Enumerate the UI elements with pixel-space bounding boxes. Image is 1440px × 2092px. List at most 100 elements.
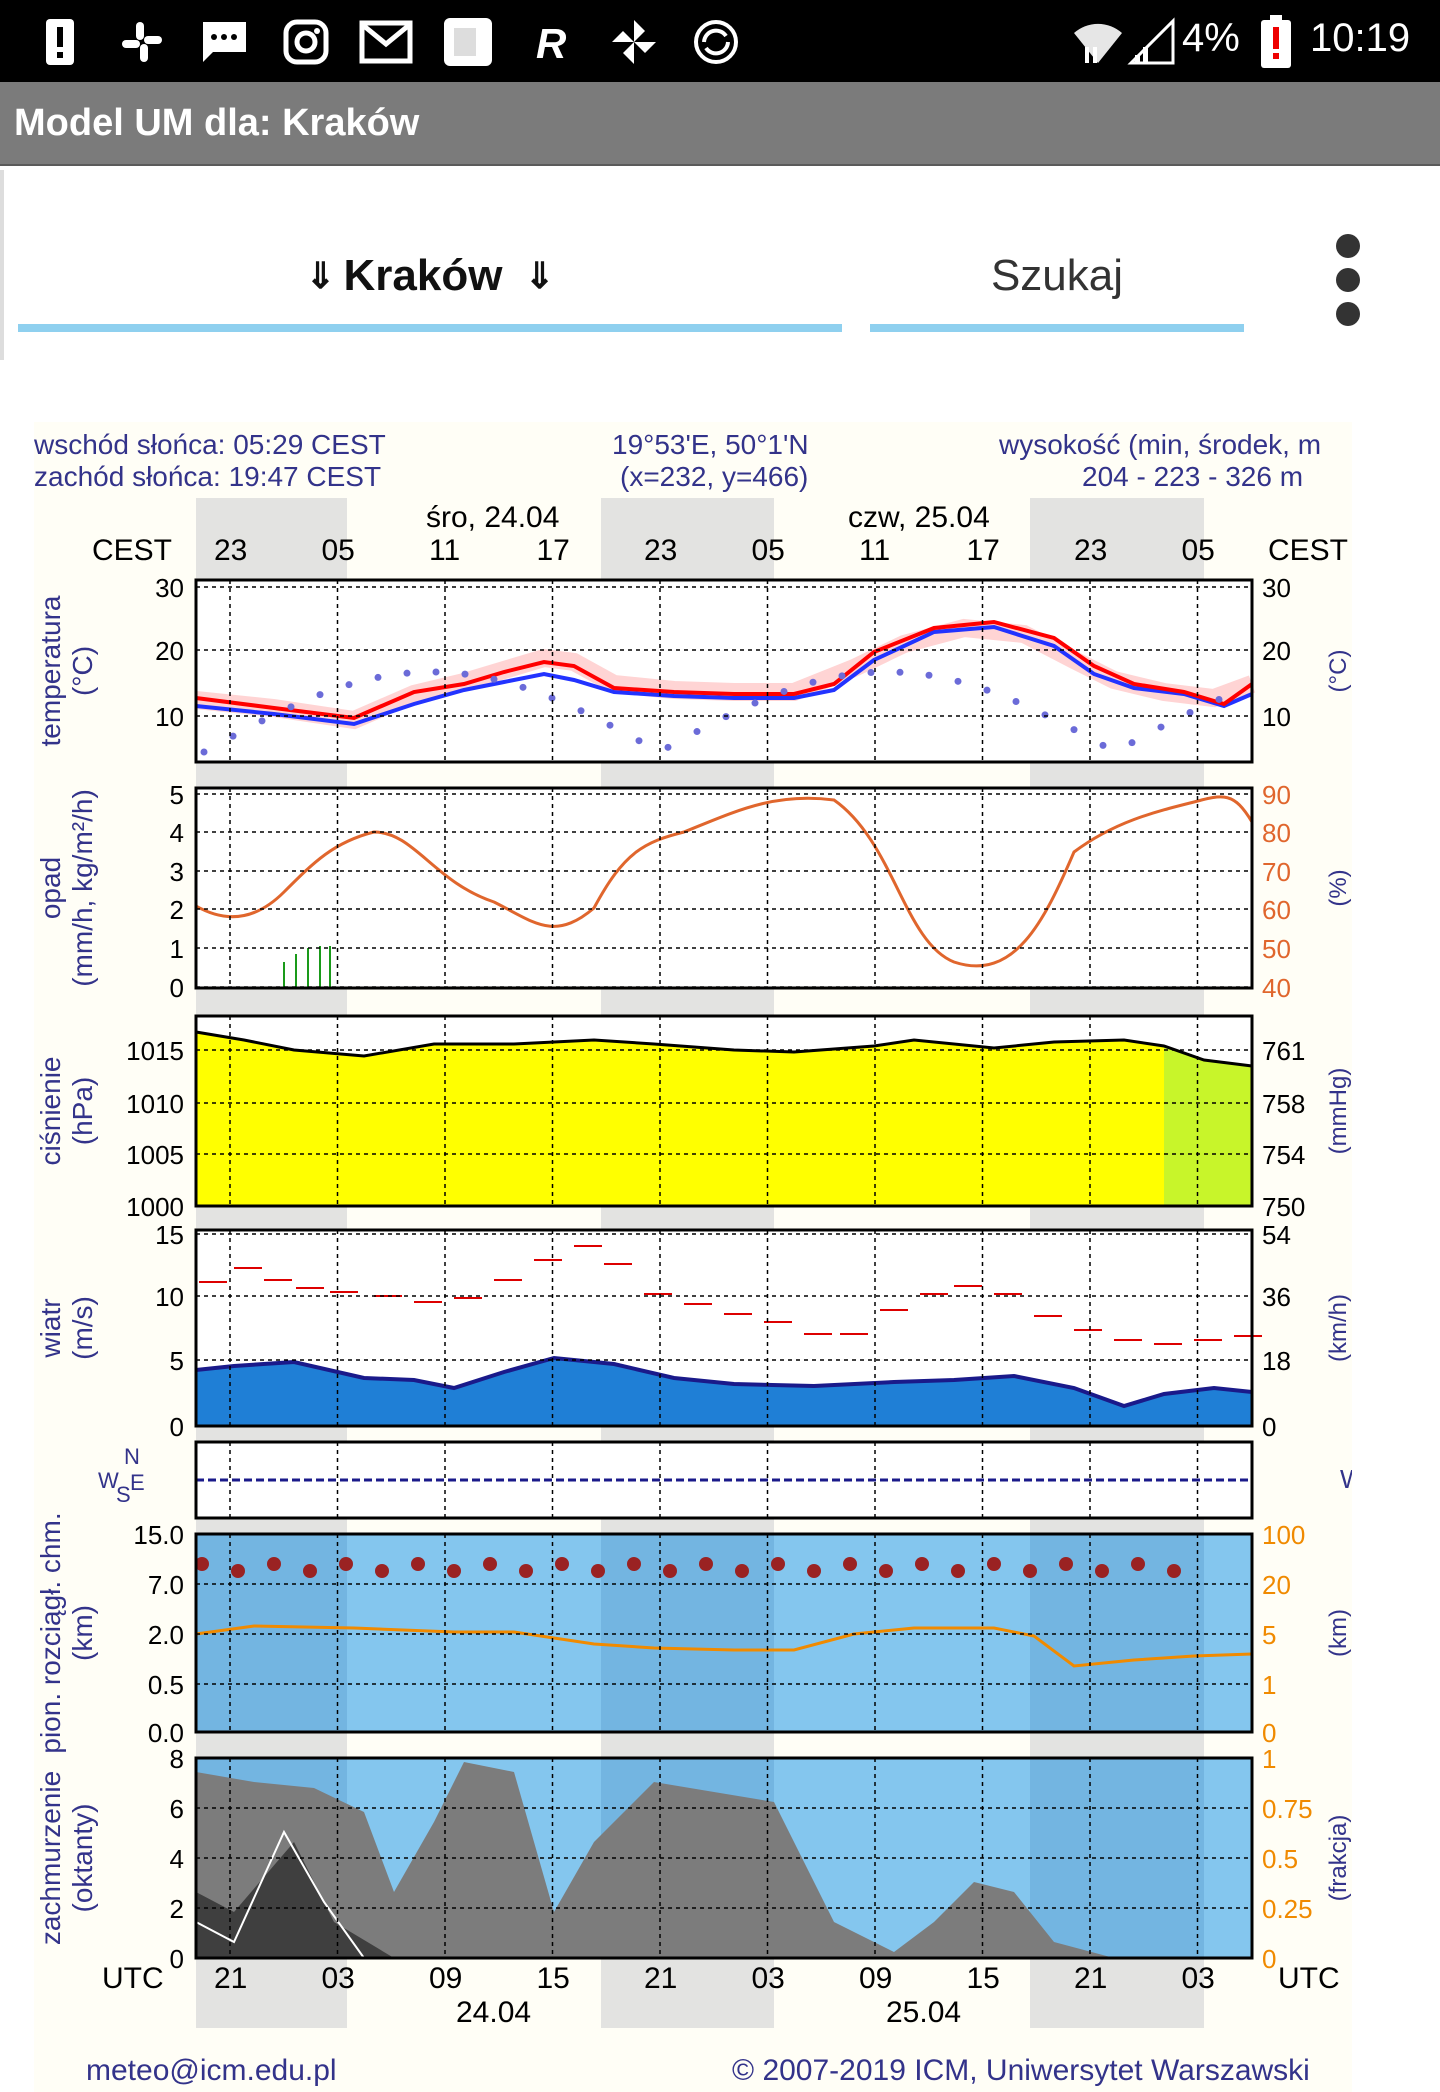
more-vert-icon[interactable] — [1330, 228, 1366, 328]
y-axis-label: opad — [35, 857, 66, 919]
arrow-down-icon: ⇓ — [305, 255, 336, 296]
dew-dot — [925, 671, 933, 679]
y-axis-label: zachmurzenie — [35, 1771, 66, 1945]
y-axis-unit: (km) — [67, 1605, 98, 1661]
dew-dot — [1099, 741, 1107, 749]
cloud-top-dot — [1095, 1564, 1109, 1578]
y-right-tick: 0 — [1262, 1412, 1276, 1442]
meteogram-image: wschód słońca: 05:29 CEST zachód słońca:… — [34, 422, 1352, 2092]
y-right-tick: 20 — [1262, 1570, 1291, 1600]
cest-hour-label: 17 — [967, 534, 1000, 567]
cloud-top-dot — [951, 1564, 965, 1578]
panel-cloud-height: 15.0 7.0 2.0 0.5 0.0 100 20 5 1 0 pion. rozciągł. … — [35, 1512, 1352, 1753]
dew-dot — [1041, 711, 1049, 719]
compass-s: S — [116, 1482, 131, 1507]
cloud-top-dot — [771, 1557, 785, 1571]
y-left-tick: 0.5 — [148, 1670, 184, 1700]
y-right-unit: (km/h) — [1325, 1294, 1352, 1362]
instagram-icon — [278, 14, 334, 70]
panel-precip: 5 4 3 2 1 0 90 80 70 60 50 40 opad (mm/h, kg/m²/h) (%) — [35, 780, 1352, 1003]
dew-dot — [461, 670, 469, 678]
cloud-top-dot — [1023, 1564, 1037, 1578]
tab-search-indicator — [870, 324, 1244, 332]
bottom-date1: 24.04 — [456, 1996, 531, 2029]
tab-search[interactable]: Szukaj — [870, 220, 1244, 332]
dew-dot — [1157, 723, 1165, 731]
y-right-unit: (mmHg) — [1325, 1068, 1352, 1155]
wifi-icon — [1070, 14, 1126, 70]
r-icon: R — [524, 14, 580, 70]
y-right-tick: 70 — [1262, 857, 1291, 887]
utc-hour-label: 03 — [1182, 1962, 1215, 1995]
y-axis-label: temperatura — [35, 595, 66, 746]
utc-hour-label: 15 — [967, 1962, 1000, 1995]
cloud-top-dot — [267, 1557, 281, 1571]
gmail-icon — [358, 14, 414, 70]
cloud-top-dot — [843, 1557, 857, 1571]
coords-text: 19°53'E, 50°1'N — [612, 429, 809, 460]
dew-dot — [316, 691, 324, 699]
y-axis-unit: (mm/h, kg/m²/h) — [67, 789, 98, 987]
dew-dot — [1128, 739, 1136, 747]
app-icon — [440, 14, 496, 70]
y-right-tick: 0.75 — [1262, 1794, 1313, 1824]
y-left-tick: 5 — [170, 780, 184, 810]
message-icon — [196, 14, 252, 70]
cloud-top-dot — [555, 1557, 569, 1571]
dew-dot — [548, 694, 556, 702]
panel-background — [196, 788, 1252, 988]
dew-dot — [200, 748, 208, 756]
dew-dot — [635, 737, 643, 745]
day1-label: śro, 24.04 — [426, 501, 559, 534]
y-left-tick: 10 — [155, 702, 184, 732]
temperature-line — [195, 619, 1254, 721]
cest-hour-label: 17 — [537, 534, 570, 567]
y-left-tick: 6 — [170, 1794, 184, 1824]
contact-link[interactable]: meteo@icm.edu.pl — [86, 2054, 337, 2087]
y-left-tick: 1 — [170, 934, 184, 964]
cloud-top-dot — [1167, 1564, 1181, 1578]
dew-dot — [577, 707, 585, 715]
y-left-tick: 0 — [170, 1412, 184, 1442]
y-right-tick: 40 — [1262, 973, 1291, 1003]
y-axis-unit: (m/s) — [67, 1296, 98, 1360]
panel-wind: 15 10 5 0 54 36 18 0 wiatr (m/s) (km/h) — [35, 1220, 1352, 1442]
slack-icon — [114, 14, 170, 70]
y-right-tick: 1 — [1262, 1744, 1276, 1774]
panel-frame — [194, 1756, 1254, 1960]
alert-icon — [32, 14, 88, 70]
dew-dot — [345, 681, 353, 689]
cloud-top-dot — [915, 1557, 929, 1571]
y-axis-label: ciśnienie — [35, 1057, 66, 1166]
dew-dot — [693, 728, 701, 736]
compass-e: E — [130, 1470, 145, 1495]
dew-dot — [258, 717, 266, 725]
y-left-tick: 5 — [170, 1346, 184, 1376]
cest-hour-label: 23 — [644, 534, 677, 567]
cloud-top-dot — [807, 1564, 821, 1578]
y-right-unit: (°C) — [1325, 650, 1352, 693]
dew-dot — [403, 669, 411, 677]
utc-hour-label: 21 — [644, 1962, 677, 1995]
cloud-top-dot — [1131, 1557, 1145, 1571]
y-left-tick: 15.0 — [133, 1520, 184, 1550]
y-right-tick: 0.25 — [1262, 1894, 1313, 1924]
compass-n: N — [124, 1444, 140, 1469]
panel-cloud-cover: 8 6 4 2 0 1 0.75 0.5 0.25 0 zachmurzenie (oktanty) (… — [35, 1744, 1352, 1974]
dew-dot — [1215, 695, 1223, 703]
y-right-tick: 750 — [1262, 1192, 1305, 1222]
y-left-tick: 7.0 — [148, 1570, 184, 1600]
cloud-top-dot — [699, 1557, 713, 1571]
altitude-label: wysokość (min, środek, m — [998, 429, 1321, 460]
y-right-tick: 761 — [1262, 1036, 1305, 1066]
tab-city[interactable]: ⇓ Kraków ⇓ — [18, 220, 842, 332]
cloud-low-area — [196, 1762, 1114, 1958]
panel-frame — [194, 1440, 1254, 1520]
sunrise-text: wschód słońca: 05:29 CEST — [34, 429, 386, 460]
dew-dot — [751, 699, 759, 707]
cloud-height-line — [195, 1624, 1253, 1668]
utc-left: UTC — [102, 1962, 164, 1995]
cloud-top-dot — [519, 1564, 533, 1578]
